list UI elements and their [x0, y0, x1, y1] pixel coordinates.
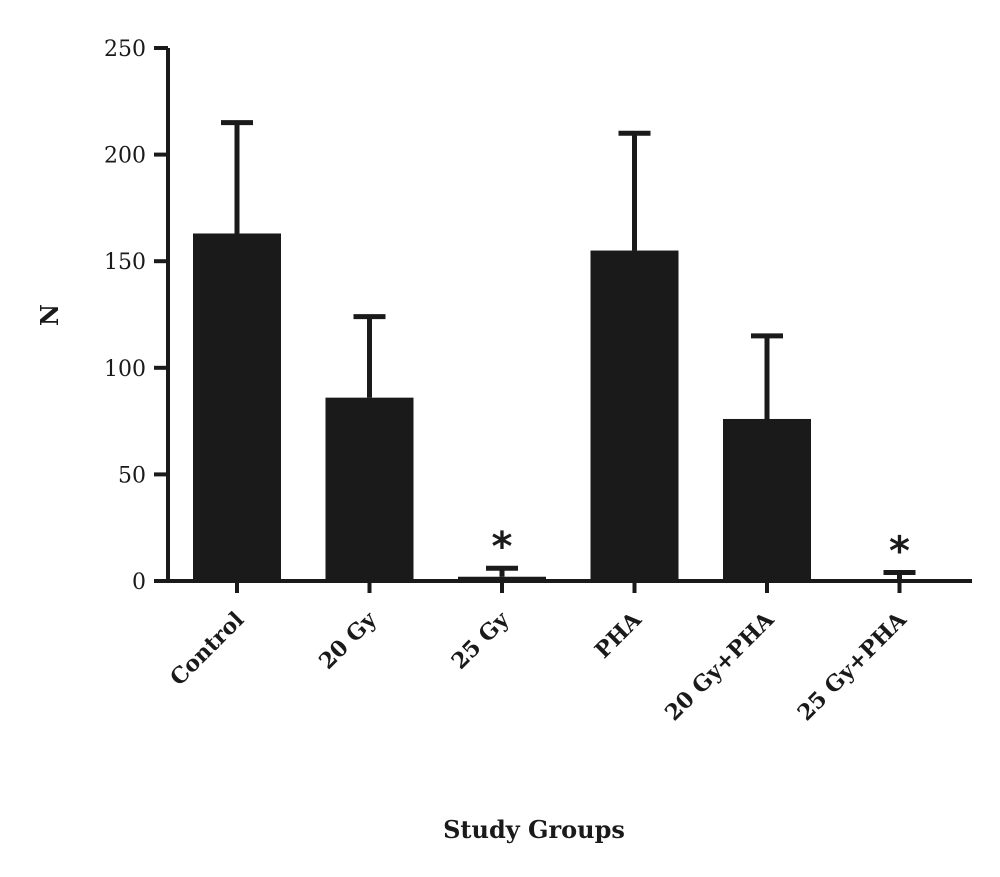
significance-mark-3: *	[492, 524, 513, 570]
y-tick-label-6: 250	[104, 37, 146, 62]
bar-2	[325, 397, 414, 581]
x-tick-label-4: PHA	[590, 606, 648, 664]
x-tick-label-3: 25 Gy	[446, 606, 515, 675]
y-tick-label-3: 100	[104, 357, 146, 382]
bars-layer	[193, 233, 811, 582]
axes-layer	[154, 46, 972, 593]
y-tick-label-1: 0	[132, 570, 146, 595]
bar-3	[458, 576, 546, 581]
y-tick-label-4: 150	[104, 250, 146, 275]
bar-4	[590, 250, 679, 582]
x-tick-label-2: 20 Gy	[314, 606, 383, 675]
x-tick-label-6: 25 Gy+PHA	[792, 606, 912, 726]
bar-5	[723, 418, 811, 581]
y-axis-title: N	[35, 304, 64, 326]
x-axis-title: Study Groups	[443, 815, 625, 844]
error-bars-layer	[221, 120, 916, 581]
bar-1	[193, 233, 281, 581]
x-tick-label-5: 20 Gy+PHA	[660, 606, 780, 726]
y-tick-label-2: 50	[118, 463, 146, 488]
significance-mark-6: *	[889, 528, 910, 574]
x-tick-label-1: Control	[165, 607, 249, 691]
y-tick-label-5: 200	[104, 144, 146, 169]
